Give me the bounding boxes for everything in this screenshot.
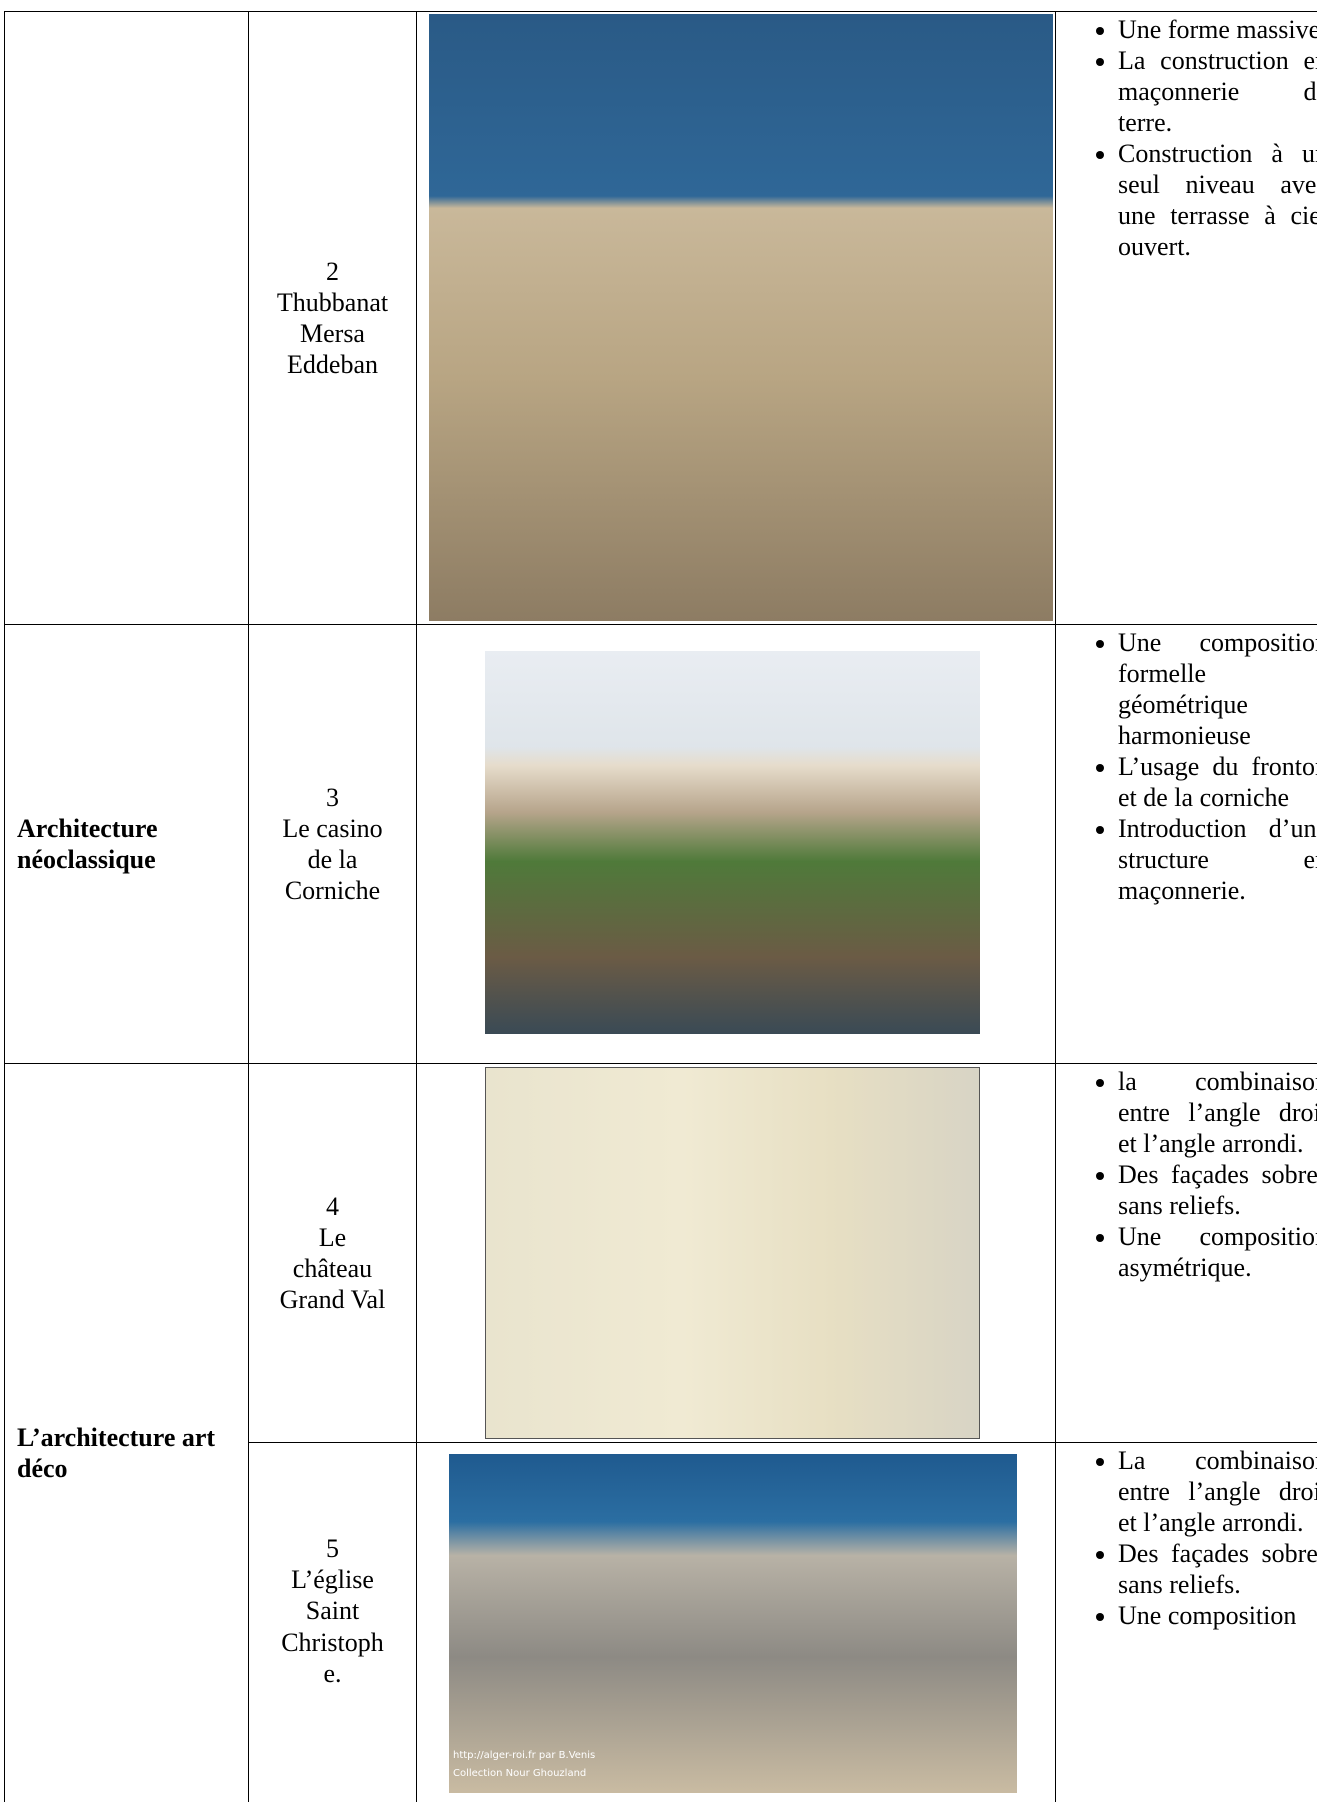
name-line: Eddeban (287, 350, 378, 380)
photo (429, 14, 1053, 621)
number: 3 (326, 782, 339, 812)
name-line: Mersa (300, 319, 365, 348)
number: 4 (326, 1191, 339, 1221)
photo (485, 651, 980, 1034)
bullet-cell: Une forme massive. La construction en ma… (1055, 11, 1317, 625)
bullet-cell: La combinaison entre l’angle droit et l’… (1055, 1442, 1317, 1802)
bullet: Une forme massive. (1118, 14, 1317, 45)
name-line: de la (307, 845, 358, 874)
name-line: Thubbanat (276, 287, 389, 317)
image-cell: http://alger-roi.fr par B.Venis Collecti… (416, 1442, 1056, 1802)
table-row: 2 Thubbanat Mersa Eddeban Une forme mass… (4, 11, 1317, 625)
name-cell: 2 Thubbanat Mersa Eddeban (248, 11, 417, 625)
name-line: Le casino (282, 813, 383, 843)
bullet: Des façades sobres sans reliefs. (1118, 1538, 1317, 1600)
name-line: Christoph (281, 1627, 384, 1657)
table-row: L’architecture art déco 4 Le château Gra… (4, 1063, 1317, 1802)
table-row: 5 L’église Saint Christoph e. http://alg… (5, 1442, 1317, 1802)
category-cell: L’architecture art déco (4, 1063, 249, 1802)
bullet-cell: Une composition formelle géométrique har… (1055, 624, 1317, 1064)
photo-caption: Collection Nour Ghouzland (453, 1768, 587, 1779)
bullet-list: Une composition formelle géométrique har… (1057, 626, 1317, 907)
bullet: La construction en maçonnerie de terre. (1118, 45, 1317, 138)
bullet: Construction à un seul niveau avec une t… (1118, 138, 1317, 262)
bullet: Une composition formelle géométrique har… (1118, 627, 1317, 751)
image-cell (416, 624, 1056, 1064)
heritage-table: 2 Thubbanat Mersa Eddeban Une forme mass… (4, 11, 1317, 1802)
category-cell: Architecture néoclassique (4, 624, 249, 1064)
image-cell (416, 11, 1056, 625)
name-line: Le (318, 1222, 347, 1252)
name-cell: 5 L’église Saint Christoph e. (248, 1442, 417, 1802)
bullet: Des façades sobres sans reliefs. (1118, 1159, 1317, 1221)
bullet: Une composition asymétrique. (1118, 1221, 1317, 1283)
photo-caption: http://alger-roi.fr par B.Venis (453, 1750, 596, 1761)
name-line: L’église (291, 1565, 374, 1595)
bullet-list: La combinaison entre l’angle droit et l’… (1057, 1444, 1317, 1632)
bullet: Une composition (1118, 1600, 1317, 1631)
bullet-list: la combinaison entre l’angle droit et l’… (1057, 1065, 1317, 1284)
name-line: château (292, 1254, 373, 1283)
name-line: e. (323, 1658, 342, 1688)
bullet-cell: la combinaison entre l’angle droit et l’… (1055, 1063, 1317, 1443)
bullet-list: Une forme massive. La construction en ma… (1057, 13, 1317, 263)
category-cell (4, 11, 249, 625)
bullet: L’usage du fronton et de la corniche (1118, 751, 1317, 813)
name-cell: 3 Le casino de la Corniche (248, 624, 417, 1064)
bullet: La combinaison entre l’angle droit et l’… (1118, 1445, 1317, 1538)
bullet: Introduction d’une structure en maçonner… (1118, 813, 1317, 906)
image-cell (416, 1063, 1056, 1443)
photo: http://alger-roi.fr par B.Venis Collecti… (449, 1454, 1017, 1793)
photo (485, 1067, 980, 1439)
name-cell: 4 Le château Grand Val (248, 1063, 417, 1443)
number: 2 (326, 256, 339, 286)
table-row: Architecture néoclassique 3 Le casino de… (4, 624, 1317, 1064)
name-line: Saint (305, 1596, 360, 1626)
name-line: Grand Val (279, 1285, 386, 1315)
number: 5 (326, 1534, 339, 1563)
bullet: la combinaison entre l’angle droit et l’… (1118, 1066, 1317, 1159)
name-line: Corniche (284, 876, 381, 906)
